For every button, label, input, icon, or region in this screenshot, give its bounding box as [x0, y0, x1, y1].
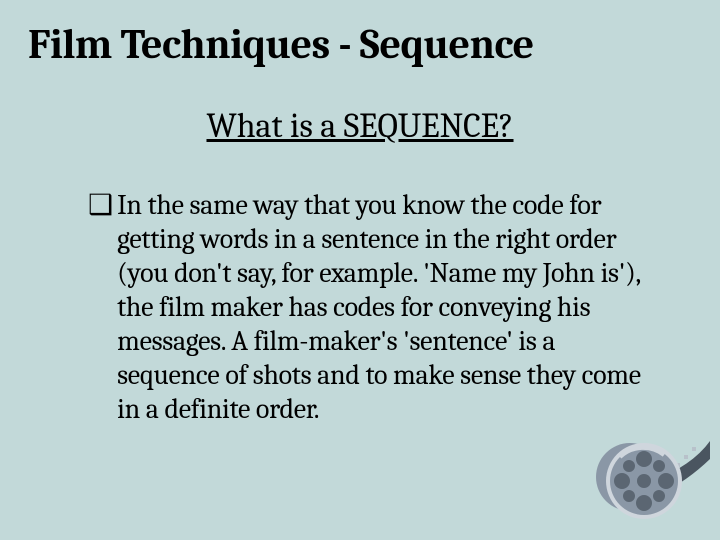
body-block: ❑ In the same way that you know the code… — [88, 188, 643, 426]
bullet-item: ❑ In the same way that you know the code… — [88, 188, 643, 426]
body-text: In the same way that you know the code f… — [117, 188, 643, 426]
slide: Film Techniques - Sequence What is a SEQ… — [0, 0, 720, 540]
slide-subtitle: What is a SEQUENCE? — [0, 106, 720, 146]
bullet-glyph: ❑ — [88, 188, 113, 222]
film-reel-icon — [592, 411, 712, 526]
slide-title: Film Techniques - Sequence — [28, 20, 534, 69]
